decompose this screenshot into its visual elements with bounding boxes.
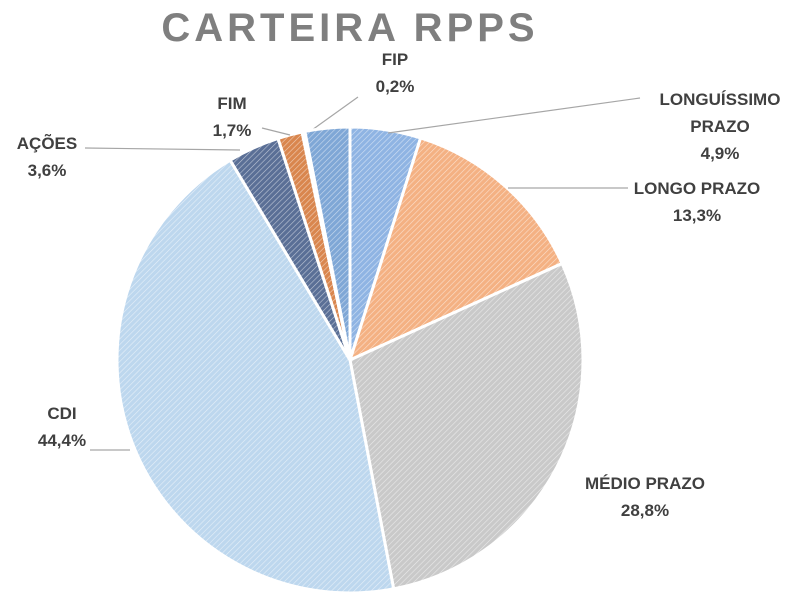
value-label: 1,7% [212, 121, 252, 140]
category-label: LONGUÍSSIMO PRAZO [659, 90, 781, 136]
slice-label: LONGO PRAZO 13,3% [607, 175, 787, 229]
pie-slice [347, 136, 565, 363]
pie-slice [348, 261, 585, 591]
category-label: LONGO PRAZO [633, 179, 761, 198]
value-label: 28,8% [620, 501, 670, 520]
value-label: 0,2% [375, 77, 415, 96]
slice-label: CDI 44,4% [0, 400, 152, 454]
slice-label: LONGUÍSSIMO PRAZO 4,9% [645, 86, 795, 167]
pie-slice [303, 125, 352, 361]
slice-label: FIP 0,2% [305, 46, 485, 100]
slice-label: FIM 1,7% [142, 90, 322, 144]
leader-line [84, 147, 241, 151]
category-label: FIM [217, 94, 247, 113]
leader-line [261, 127, 291, 136]
category-label: MÉDIO PRAZO [585, 474, 705, 493]
slice-label: MÉDIO PRAZO 28,8% [555, 470, 735, 524]
value-label: 13,3% [672, 206, 722, 225]
slice-label: AÇÕES 3,6% [0, 130, 137, 184]
category-label: CDI [47, 404, 77, 423]
pie-slice [115, 158, 396, 594]
value-label: 44,4% [37, 431, 87, 450]
value-label: 4,9% [700, 144, 740, 163]
leader-line [387, 97, 641, 134]
category-label: AÇÕES [16, 134, 78, 153]
category-label: FIP [381, 50, 409, 69]
value-label: 3,6% [27, 161, 67, 180]
chart-title: CARTEIRA RPPS [161, 6, 539, 50]
